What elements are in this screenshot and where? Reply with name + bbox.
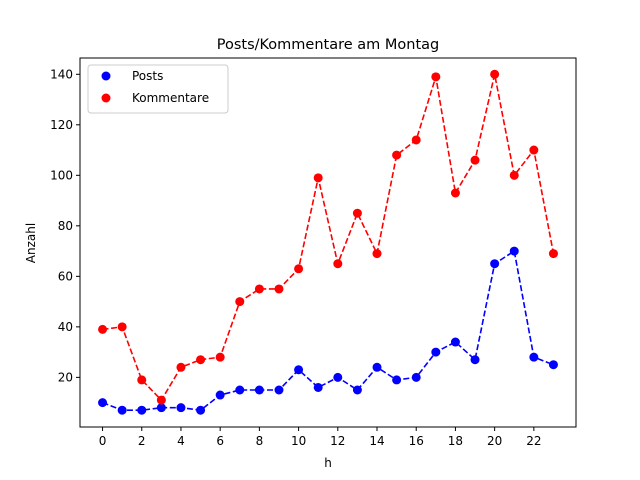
data-point-0-23 [548, 360, 558, 370]
data-point-0-3 [156, 403, 166, 413]
data-point-0-6 [215, 390, 225, 400]
data-point-1-12 [333, 259, 343, 269]
data-point-0-22 [529, 352, 539, 362]
data-point-1-21 [509, 170, 519, 180]
x-tick-label-5: 10 [291, 434, 306, 448]
y-tick-label-3: 80 [58, 219, 73, 233]
data-point-0-11 [313, 382, 323, 392]
data-point-0-12 [333, 372, 343, 382]
x-tick-label-8: 16 [409, 434, 424, 448]
data-point-0-20 [490, 259, 500, 269]
data-point-0-15 [392, 375, 402, 385]
y-tick-label-5: 120 [50, 118, 73, 132]
x-tick-label-7: 14 [369, 434, 384, 448]
data-point-1-7 [235, 297, 245, 307]
y-axis-label: Anzahl [24, 223, 38, 263]
chart-title: Posts/Kommentare am Montag [217, 37, 440, 53]
data-point-0-2 [137, 405, 147, 415]
data-point-0-5 [196, 405, 206, 415]
data-point-0-9 [274, 385, 284, 395]
x-axis-label: h [324, 456, 332, 470]
data-point-0-21 [509, 246, 519, 256]
y-tick-label-1: 40 [58, 320, 73, 334]
legend-label-0: Posts [132, 69, 163, 83]
data-point-0-13 [352, 385, 362, 395]
x-tick-label-3: 6 [216, 434, 224, 448]
data-point-1-8 [254, 284, 264, 294]
y-tick-label-6: 140 [50, 67, 73, 81]
data-point-1-9 [274, 284, 284, 294]
x-tick-label-1: 2 [138, 434, 146, 448]
data-point-0-14 [372, 362, 382, 372]
data-point-1-2 [137, 375, 147, 385]
data-point-1-17 [431, 72, 441, 82]
x-tick-label-11: 22 [526, 434, 541, 448]
data-point-1-20 [490, 69, 500, 79]
data-point-0-8 [254, 385, 264, 395]
axes-frame [79, 57, 577, 428]
data-point-1-19 [470, 155, 480, 165]
data-point-1-16 [411, 135, 421, 145]
data-point-0-19 [470, 355, 480, 365]
data-point-1-13 [352, 208, 362, 218]
plot-area: 0 2 4 6 8 10 12 14 16 18 20 22 20 40 60 80 100 120 140 Post… [50, 57, 577, 448]
data-point-1-18 [450, 188, 460, 198]
plot-background [80, 58, 576, 427]
data-point-1-14 [372, 249, 382, 259]
series-line-1 [102, 74, 555, 402]
data-point-0-0 [98, 398, 108, 408]
x-tick-label-4: 8 [256, 434, 264, 448]
data-point-1-10 [294, 264, 304, 274]
y-tick-label-4: 100 [50, 168, 73, 182]
x-tick-label-10: 20 [487, 434, 502, 448]
data-point-1-1 [117, 322, 127, 332]
data-point-1-22 [529, 145, 539, 155]
x-tick-label-2: 4 [177, 434, 185, 448]
data-point-0-18 [450, 337, 460, 347]
data-point-0-16 [411, 372, 421, 382]
legend-box [87, 64, 229, 114]
data-point-0-1 [117, 405, 127, 415]
data-point-1-15 [392, 150, 402, 160]
x-tick-label-6: 12 [330, 434, 345, 448]
legend-label-1: Kommentare [132, 91, 209, 105]
data-point-1-0 [98, 324, 108, 334]
legend-marker-1 [101, 93, 111, 103]
legend-marker-0 [101, 71, 111, 81]
series-line-0 [102, 249, 554, 412]
data-point-1-23 [548, 249, 558, 259]
data-point-0-4 [176, 403, 186, 413]
data-point-1-4 [176, 362, 186, 372]
data-point-1-6 [215, 352, 225, 362]
data-point-1-5 [196, 355, 206, 365]
data-point-1-11 [313, 173, 323, 183]
data-point-1-3 [156, 395, 166, 405]
x-tick-label-0: 0 [99, 434, 107, 448]
y-tick-label-0: 20 [58, 370, 73, 384]
y-tick-label-2: 60 [58, 269, 73, 283]
data-point-0-10 [294, 365, 304, 375]
x-tick-label-9: 18 [448, 434, 463, 448]
data-point-0-17 [431, 347, 441, 357]
data-point-0-7 [235, 385, 245, 395]
